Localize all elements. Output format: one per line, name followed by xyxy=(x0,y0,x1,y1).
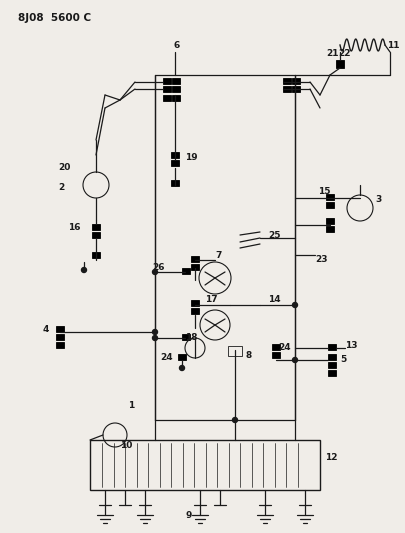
Bar xyxy=(56,326,64,332)
Text: 14: 14 xyxy=(268,295,281,304)
Bar xyxy=(172,95,180,101)
Text: 2: 2 xyxy=(58,183,64,192)
Bar xyxy=(92,232,100,238)
Circle shape xyxy=(292,358,298,362)
Circle shape xyxy=(292,303,298,308)
Bar xyxy=(191,264,199,270)
Text: 4: 4 xyxy=(43,326,49,335)
Text: 20: 20 xyxy=(58,164,70,173)
Circle shape xyxy=(153,335,158,341)
Bar xyxy=(272,352,280,358)
Bar xyxy=(56,342,64,348)
Bar xyxy=(326,226,334,232)
Bar xyxy=(326,202,334,208)
Bar xyxy=(326,218,334,224)
Bar xyxy=(163,95,171,101)
Bar xyxy=(191,308,199,314)
Text: 3: 3 xyxy=(375,196,381,205)
Text: 5: 5 xyxy=(340,356,346,365)
Text: 23: 23 xyxy=(315,255,328,264)
Bar xyxy=(228,346,242,356)
Text: 13: 13 xyxy=(345,341,358,350)
Text: 22: 22 xyxy=(338,50,350,59)
Text: 19: 19 xyxy=(185,154,198,163)
Bar xyxy=(272,344,280,350)
Text: 1: 1 xyxy=(128,400,134,409)
Bar xyxy=(328,344,336,350)
Text: 24: 24 xyxy=(160,353,173,362)
Bar xyxy=(178,354,186,360)
Text: 6: 6 xyxy=(173,42,179,51)
Text: 26: 26 xyxy=(152,263,164,272)
Bar xyxy=(328,354,336,360)
Bar xyxy=(283,78,291,84)
Bar xyxy=(326,194,334,200)
Text: 10: 10 xyxy=(120,440,132,449)
Text: 16: 16 xyxy=(68,223,81,232)
Bar xyxy=(182,334,190,340)
Bar xyxy=(163,86,171,92)
Circle shape xyxy=(81,268,87,272)
Text: 15: 15 xyxy=(318,188,330,197)
Circle shape xyxy=(153,329,158,335)
Circle shape xyxy=(153,270,158,274)
Bar xyxy=(292,86,300,92)
Bar xyxy=(182,268,190,274)
Circle shape xyxy=(179,366,185,370)
Bar xyxy=(172,78,180,84)
Text: 8: 8 xyxy=(245,351,251,359)
Bar xyxy=(92,224,100,230)
Bar xyxy=(171,180,179,186)
Text: 25: 25 xyxy=(268,230,281,239)
Bar xyxy=(90,440,320,490)
Text: 9: 9 xyxy=(185,511,192,520)
Text: 21: 21 xyxy=(326,50,339,59)
Bar xyxy=(191,256,199,262)
Bar xyxy=(328,370,336,376)
Text: 24: 24 xyxy=(278,343,291,352)
Bar xyxy=(163,78,171,84)
Bar xyxy=(283,86,291,92)
Bar xyxy=(56,334,64,340)
Text: 8J08  5600 C: 8J08 5600 C xyxy=(18,13,91,23)
Bar xyxy=(292,78,300,84)
Bar xyxy=(336,60,344,68)
Text: 11: 11 xyxy=(387,41,399,50)
Text: 12: 12 xyxy=(325,454,337,463)
Text: 18: 18 xyxy=(185,334,198,343)
Bar xyxy=(172,86,180,92)
Text: 17: 17 xyxy=(205,295,217,304)
Bar xyxy=(171,160,179,166)
Bar xyxy=(191,300,199,306)
Text: 7: 7 xyxy=(215,251,222,260)
Bar xyxy=(171,152,179,158)
Circle shape xyxy=(232,417,237,423)
Bar xyxy=(92,252,100,258)
Bar xyxy=(328,362,336,368)
